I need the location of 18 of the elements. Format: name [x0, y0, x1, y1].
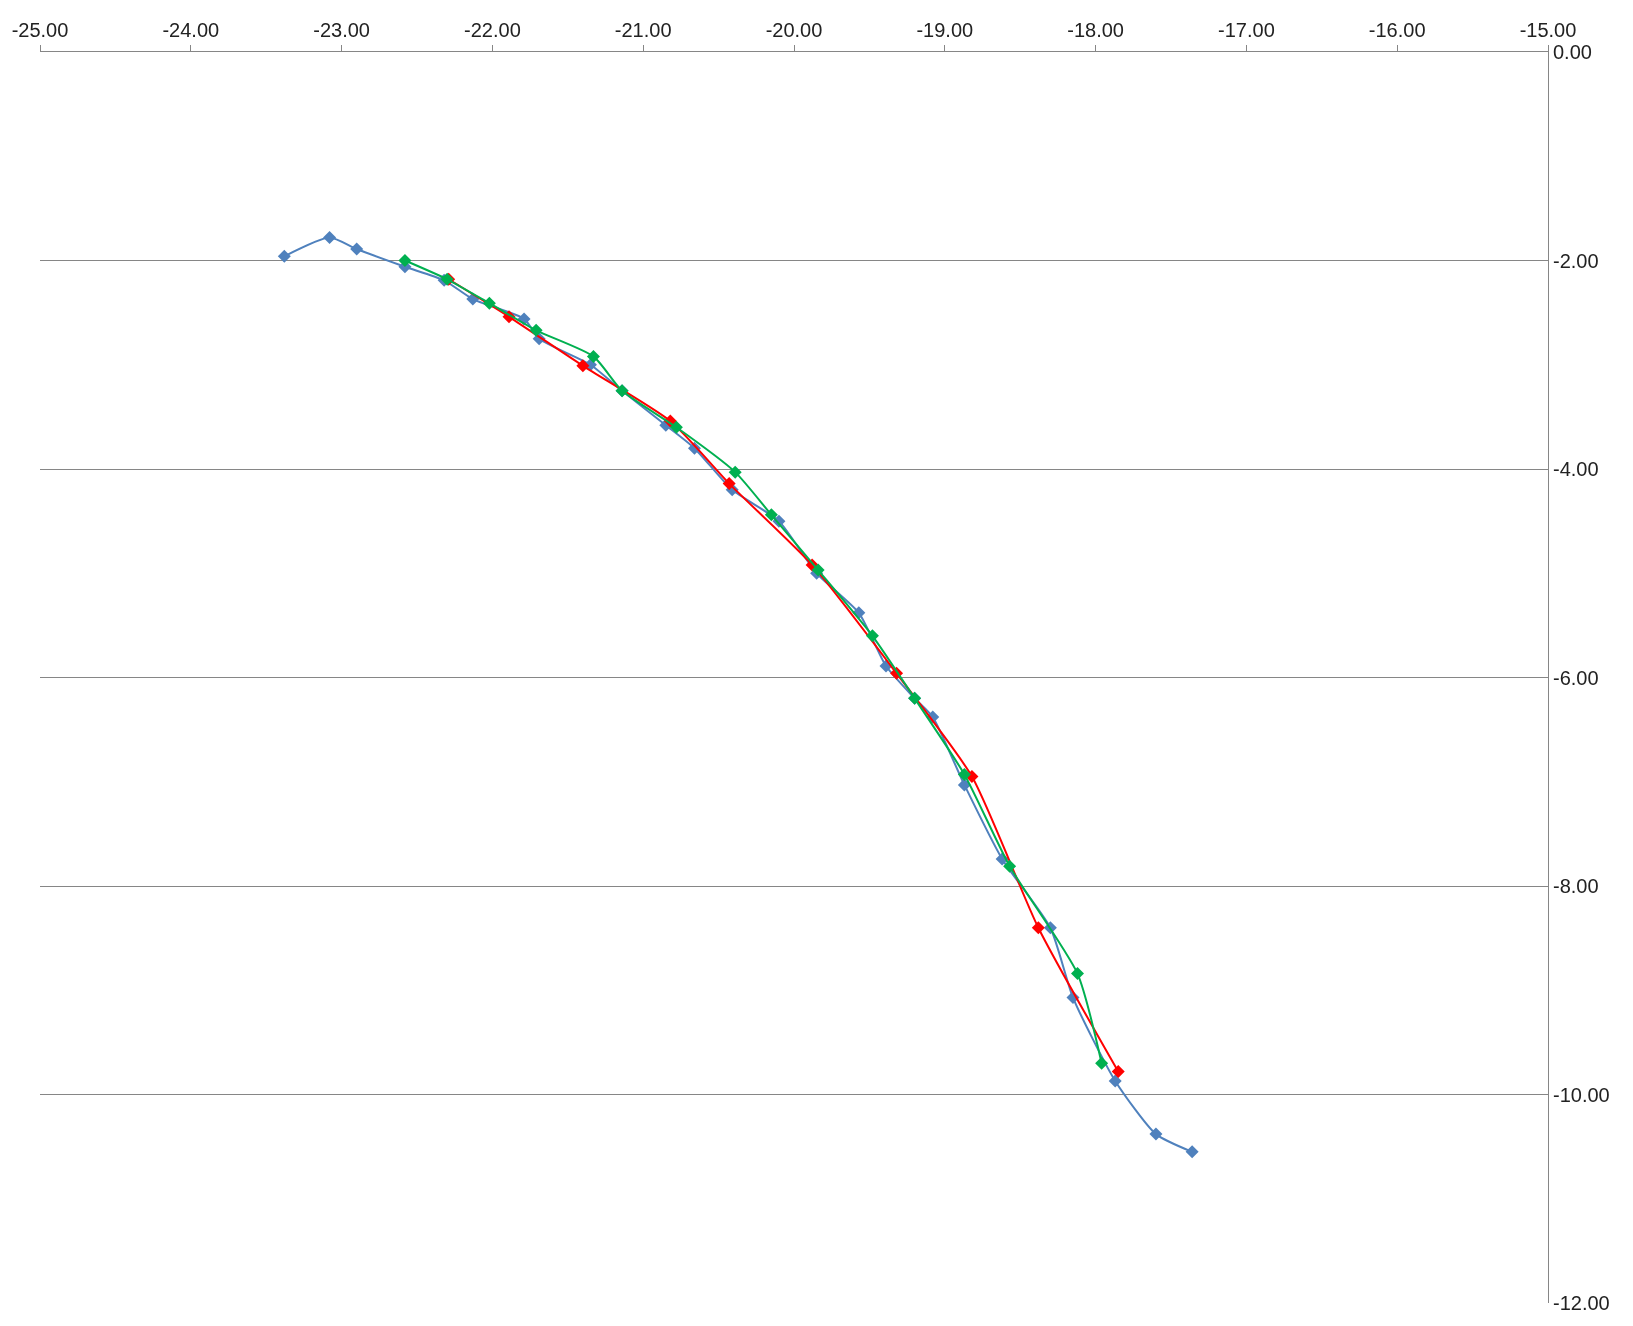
y-tick-label: 0.00 [1553, 41, 1592, 63]
y-tick-label: -8.00 [1553, 875, 1599, 897]
x-tick-label: -21.00 [614, 19, 672, 41]
y-tick-label: -4.00 [1553, 458, 1599, 480]
x-tick-label: -16.00 [1368, 19, 1426, 41]
x-tick-label: -25.00 [11, 19, 69, 41]
y-tick-label: -12.00 [1553, 1292, 1610, 1314]
y-tick-label: -2.00 [1553, 249, 1599, 272]
x-tick-label: -17.00 [1218, 19, 1275, 41]
x-tick-label: -20.00 [765, 19, 823, 41]
y-tick-label: -6.00 [1553, 666, 1599, 689]
x-tick-label: -19.00 [916, 19, 974, 41]
x-tick-label: -23.00 [313, 19, 370, 41]
x-tick-label: -15.00 [1519, 19, 1577, 41]
x-tick-label: -24.00 [162, 19, 220, 41]
y-tick-label: -10.00 [1553, 1083, 1610, 1106]
x-tick-label: -18.00 [1067, 19, 1124, 41]
x-tick-label: -22.00 [464, 19, 521, 41]
